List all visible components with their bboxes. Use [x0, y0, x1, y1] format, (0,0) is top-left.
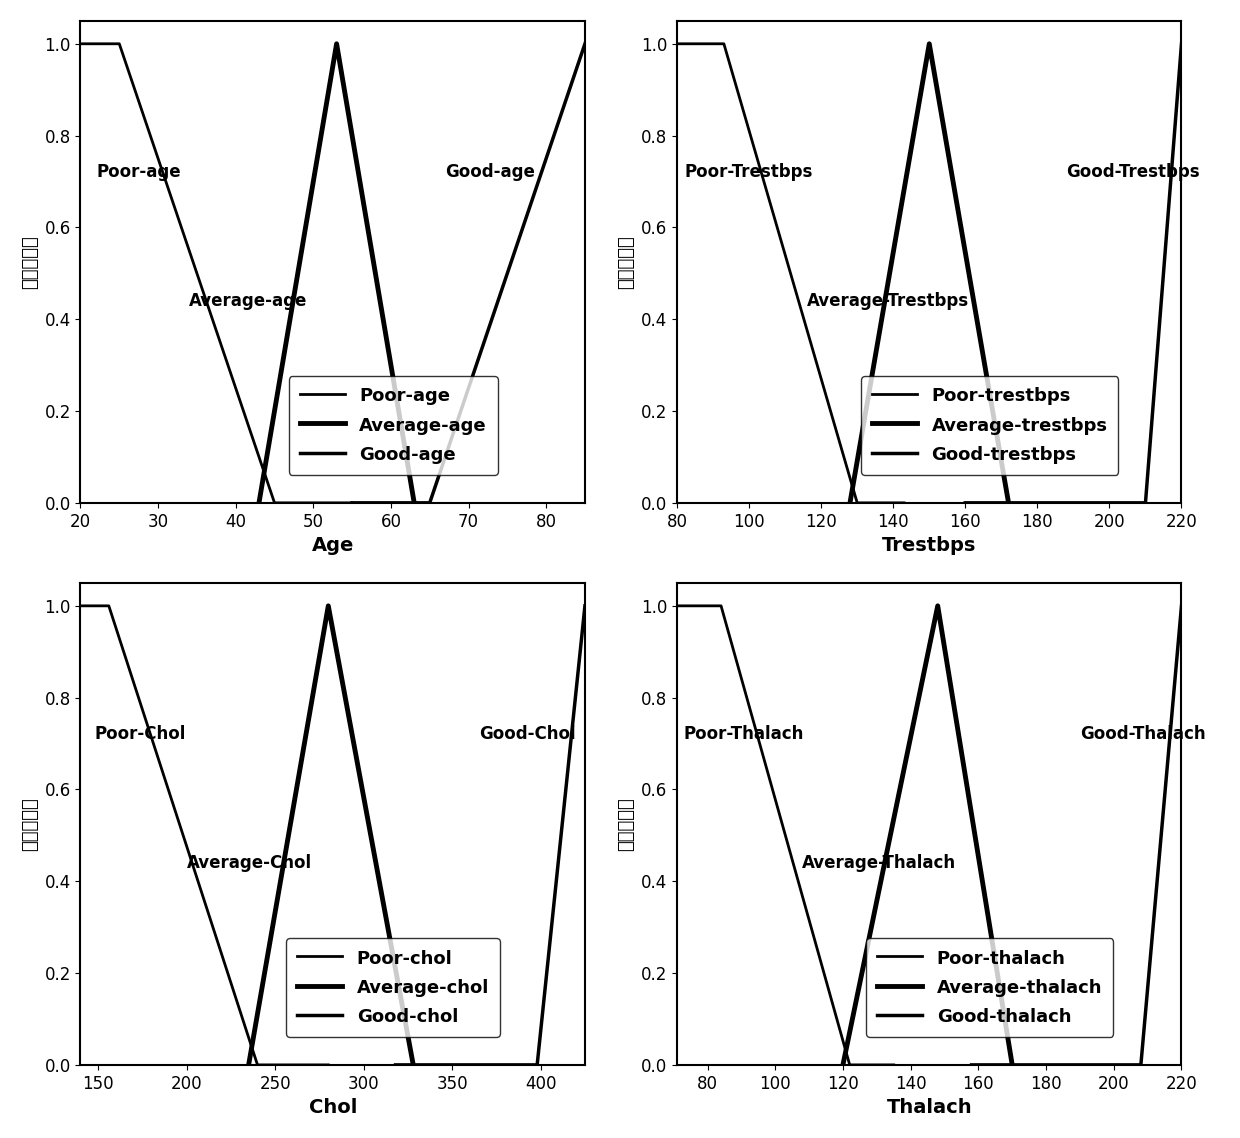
X-axis label: Age: Age: [311, 536, 353, 555]
Good-chol: [388, 1058, 403, 1072]
Average-trestbps: [842, 496, 857, 510]
X-axis label: Chol: Chol: [309, 1098, 357, 1118]
Good-chol: [529, 1058, 544, 1072]
Poor-trestbps: [849, 496, 864, 510]
Good-chol: [578, 599, 593, 612]
Line: Poor-thalach: Poor-thalach: [677, 605, 894, 1065]
Poor-chol: [250, 1058, 265, 1072]
Poor-age: [73, 36, 88, 50]
Text: Good-age: Good-age: [445, 164, 536, 181]
Line: Good-age: Good-age: [352, 43, 585, 503]
Poor-thalach: [670, 599, 684, 612]
Good-trestbps: [1138, 496, 1153, 510]
Text: Average-Chol: Average-Chol: [187, 854, 311, 872]
Poor-age: [112, 36, 126, 50]
Average-chol: [321, 599, 336, 612]
Poor-chol: [321, 1058, 336, 1072]
Average-age: [329, 36, 343, 50]
Text: Good-Trestbps: Good-Trestbps: [1066, 164, 1200, 181]
Poor-trestbps: [717, 36, 732, 50]
Good-trestbps: [957, 496, 972, 510]
Good-trestbps: [1174, 36, 1189, 50]
Text: Poor-Thalach: Poor-Thalach: [683, 725, 805, 743]
Good-thalach: [1174, 599, 1189, 612]
Average-thalach: [836, 1058, 851, 1072]
Legend: Poor-trestbps, Average-trestbps, Good-trestbps: Poor-trestbps, Average-trestbps, Good-tr…: [861, 377, 1118, 475]
Line: Poor-chol: Poor-chol: [81, 605, 329, 1065]
Good-trestbps: [1174, 36, 1189, 50]
Average-thalach: [930, 599, 945, 612]
Line: Average-age: Average-age: [259, 43, 414, 503]
Legend: Poor-chol, Average-chol, Good-chol: Poor-chol, Average-chol, Good-chol: [286, 939, 500, 1037]
Line: Good-chol: Good-chol: [396, 605, 585, 1065]
Y-axis label: 隶属度函数: 隶属度函数: [618, 234, 635, 289]
Poor-trestbps: [897, 496, 911, 510]
Average-trestbps: [921, 36, 936, 50]
Line: Good-thalach: Good-thalach: [972, 605, 1182, 1065]
Y-axis label: 隶属度函数: 隶属度函数: [21, 797, 38, 851]
Average-age: [252, 496, 267, 510]
Good-age: [345, 496, 360, 510]
Text: Poor-Trestbps: Poor-Trestbps: [684, 164, 812, 181]
Poor-chol: [73, 599, 88, 612]
Average-trestbps: [1001, 496, 1016, 510]
Good-chol: [578, 599, 593, 612]
Poor-thalach: [842, 1058, 857, 1072]
Average-age: [407, 496, 422, 510]
Legend: Poor-age, Average-age, Good-age: Poor-age, Average-age, Good-age: [289, 377, 497, 475]
Good-thalach: [1174, 599, 1189, 612]
Good-age: [578, 36, 593, 50]
Text: Average-age: Average-age: [190, 291, 308, 310]
Text: Good-Thalach: Good-Thalach: [1080, 725, 1205, 743]
Good-age: [423, 496, 438, 510]
Poor-thalach: [887, 1058, 901, 1072]
Average-thalach: [1004, 1058, 1019, 1072]
Good-thalach: [965, 1058, 980, 1072]
Poor-trestbps: [670, 36, 684, 50]
Text: Poor-Chol: Poor-Chol: [94, 725, 186, 743]
Average-chol: [242, 1058, 257, 1072]
Legend: Poor-thalach, Average-thalach, Good-thalach: Poor-thalach, Average-thalach, Good-thal…: [867, 939, 1114, 1037]
Average-trestbps: [921, 36, 936, 50]
Text: Poor-age: Poor-age: [95, 164, 181, 181]
Line: Poor-trestbps: Poor-trestbps: [677, 43, 904, 503]
X-axis label: Trestbps: Trestbps: [882, 536, 976, 555]
Line: Average-thalach: Average-thalach: [843, 605, 1012, 1065]
Text: Average-Thalach: Average-Thalach: [802, 854, 956, 872]
Text: Average-Trestbps: Average-Trestbps: [807, 291, 968, 310]
Y-axis label: 隶属度函数: 隶属度函数: [21, 234, 38, 289]
Average-chol: [405, 1058, 420, 1072]
Poor-age: [345, 496, 360, 510]
Text: Good-Chol: Good-Chol: [479, 725, 575, 743]
Poor-thalach: [713, 599, 728, 612]
Average-thalach: [930, 599, 945, 612]
Line: Poor-age: Poor-age: [81, 43, 352, 503]
Y-axis label: 隶属度函数: 隶属度函数: [618, 797, 635, 851]
Line: Average-chol: Average-chol: [249, 605, 413, 1065]
Poor-chol: [102, 599, 117, 612]
Line: Average-trestbps: Average-trestbps: [849, 43, 1008, 503]
Good-age: [578, 36, 593, 50]
Line: Good-trestbps: Good-trestbps: [965, 43, 1182, 503]
Good-thalach: [1133, 1058, 1148, 1072]
Average-chol: [321, 599, 336, 612]
Average-age: [329, 36, 343, 50]
Poor-age: [267, 496, 281, 510]
X-axis label: Thalach: Thalach: [887, 1098, 972, 1118]
